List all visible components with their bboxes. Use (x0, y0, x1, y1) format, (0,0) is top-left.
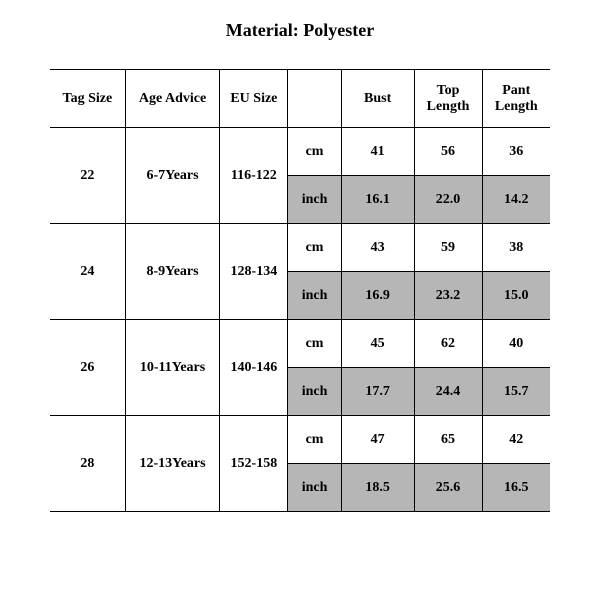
cell-age-advice: 8-9Years (125, 224, 220, 320)
cell-eu-size: 152-158 (220, 416, 288, 512)
table-row: 248-9Years128-134cm435938 (50, 224, 550, 272)
cell-pant-inch: 14.2 (482, 176, 550, 224)
col-bust: Bust (341, 70, 414, 128)
cell-unit-cm: cm (288, 224, 341, 272)
cell-tag-size: 22 (50, 128, 125, 224)
cell-pant-cm: 36 (482, 128, 550, 176)
table-header-row: Tag Size Age Advice EU Size Bust Top Len… (50, 70, 550, 128)
cell-unit-inch: inch (288, 176, 341, 224)
cell-top-inch: 22.0 (414, 176, 482, 224)
cell-age-advice: 6-7Years (125, 128, 220, 224)
cell-unit-cm: cm (288, 416, 341, 464)
cell-bust-cm: 41 (341, 128, 414, 176)
cell-top-inch: 25.6 (414, 464, 482, 512)
cell-top-cm: 65 (414, 416, 482, 464)
cell-age-advice: 12-13Years (125, 416, 220, 512)
col-age-advice: Age Advice (125, 70, 220, 128)
size-table-body: 226-7Years116-122cm415636inch16.122.014.… (50, 128, 550, 512)
cell-top-cm: 59 (414, 224, 482, 272)
cell-pant-inch: 16.5 (482, 464, 550, 512)
col-unit (288, 70, 341, 128)
cell-top-inch: 23.2 (414, 272, 482, 320)
cell-top-cm: 62 (414, 320, 482, 368)
cell-tag-size: 26 (50, 320, 125, 416)
cell-pant-cm: 38 (482, 224, 550, 272)
cell-bust-cm: 43 (341, 224, 414, 272)
cell-age-advice: 10-11Years (125, 320, 220, 416)
cell-unit-cm: cm (288, 128, 341, 176)
cell-top-inch: 24.4 (414, 368, 482, 416)
table-row: 2610-11Years140-146cm456240 (50, 320, 550, 368)
cell-pant-cm: 42 (482, 416, 550, 464)
table-row: 226-7Years116-122cm415636 (50, 128, 550, 176)
cell-bust-inch: 16.1 (341, 176, 414, 224)
size-table: Tag Size Age Advice EU Size Bust Top Len… (50, 69, 550, 512)
cell-unit-inch: inch (288, 272, 341, 320)
cell-eu-size: 128-134 (220, 224, 288, 320)
cell-bust-inch: 16.9 (341, 272, 414, 320)
page: Material: Polyester Tag Size Age Advice … (0, 0, 600, 600)
cell-top-cm: 56 (414, 128, 482, 176)
cell-bust-inch: 18.5 (341, 464, 414, 512)
col-eu-size: EU Size (220, 70, 288, 128)
size-table-container: Tag Size Age Advice EU Size Bust Top Len… (0, 69, 600, 512)
cell-unit-inch: inch (288, 464, 341, 512)
cell-pant-inch: 15.7 (482, 368, 550, 416)
cell-tag-size: 24 (50, 224, 125, 320)
page-title: Material: Polyester (0, 20, 600, 41)
cell-tag-size: 28 (50, 416, 125, 512)
cell-eu-size: 140-146 (220, 320, 288, 416)
col-pant-length: Pant Length (482, 70, 550, 128)
col-tag-size: Tag Size (50, 70, 125, 128)
cell-eu-size: 116-122 (220, 128, 288, 224)
cell-unit-inch: inch (288, 368, 341, 416)
cell-bust-cm: 47 (341, 416, 414, 464)
cell-bust-inch: 17.7 (341, 368, 414, 416)
table-row: 2812-13Years152-158cm476542 (50, 416, 550, 464)
cell-pant-cm: 40 (482, 320, 550, 368)
cell-bust-cm: 45 (341, 320, 414, 368)
cell-unit-cm: cm (288, 320, 341, 368)
col-top-length: Top Length (414, 70, 482, 128)
cell-pant-inch: 15.0 (482, 272, 550, 320)
